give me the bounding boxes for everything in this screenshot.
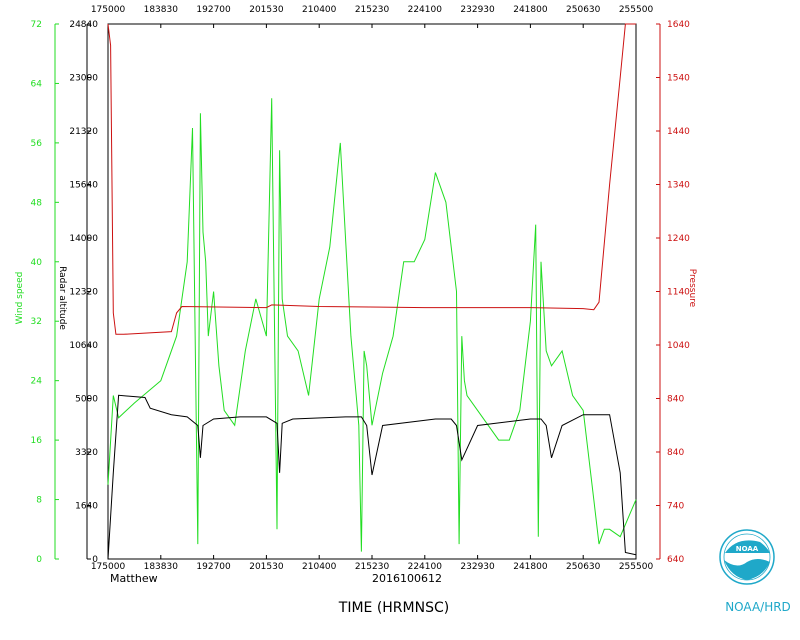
- x-tick-label-top: 201530: [249, 5, 284, 15]
- pressure-tick-label: 1340: [667, 181, 690, 191]
- altitude-tick-label: 0: [92, 555, 98, 565]
- x-tick-label-bottom: 175000: [91, 562, 126, 572]
- x-tick-label-top: 250630: [566, 5, 601, 15]
- x-tick-label-top: 241800: [513, 5, 548, 15]
- storm-label: Matthew: [110, 572, 158, 585]
- wind-tick-label: 40: [31, 258, 43, 268]
- noaa-logo: NOAA: [719, 529, 775, 585]
- altitude-tick-label: 3320: [75, 448, 98, 458]
- wind-tick-label: 0: [36, 555, 42, 565]
- altitude-tick-label: 21320: [69, 127, 98, 137]
- date-label: 2016100612: [372, 572, 442, 585]
- wind-tick-label: 56: [31, 139, 43, 149]
- pressure-tick-label: 1240: [667, 234, 690, 244]
- wind-tick-label: 16: [31, 436, 43, 446]
- pressure-tick-label: 1140: [667, 288, 690, 298]
- series-line-radar-altitude: [107, 394, 637, 560]
- altitude-tick-label: 23000: [69, 74, 98, 84]
- pressure-tick-label: 1440: [667, 127, 690, 137]
- pressure-tick-label: 1540: [667, 74, 690, 84]
- plot-frame: [107, 23, 637, 560]
- altitude-axis-title: Radar altitude: [57, 266, 67, 330]
- x-tick-label-bottom: 241800: [513, 562, 548, 572]
- x-tick-label-top: 175000: [91, 5, 126, 15]
- x-tick-label-bottom: 232930: [460, 562, 495, 572]
- wind-tick-label: 24: [31, 377, 43, 387]
- x-tick-label-top: 255500: [619, 5, 654, 15]
- altitude-tick-label: 5000: [75, 395, 98, 405]
- pressure-tick-label: 840: [667, 448, 684, 458]
- x-tick-label-top: 232930: [460, 5, 495, 15]
- altitude-tick-label: 14000: [69, 234, 98, 244]
- x-tick-label-bottom: 183830: [144, 562, 179, 572]
- x-tick-label-top: 192700: [196, 5, 231, 15]
- altitude-tick-label: 24840: [69, 20, 98, 30]
- wind-tick-label: 64: [31, 79, 43, 89]
- x-tick-label-bottom: 250630: [566, 562, 601, 572]
- wind-axis-title: Wind speed: [15, 272, 25, 325]
- wind-tick-label: 48: [31, 198, 43, 208]
- x-tick-label-bottom: 201530: [249, 562, 284, 572]
- altitude-tick-label: 10640: [69, 341, 98, 351]
- x-tick-label-bottom: 255500: [619, 562, 654, 572]
- pressure-tick-label: 740: [667, 502, 684, 512]
- svg-text:NOAA: NOAA: [736, 545, 759, 553]
- wind-tick-label: 72: [31, 20, 42, 30]
- credit-label: NOAA/HRD: [725, 600, 791, 614]
- x-axis-title: TIME (HRMNSC): [338, 600, 449, 616]
- x-tick-label-top: 210400: [302, 5, 337, 15]
- series-line-wind-speed: [107, 98, 637, 552]
- series-line-pressure: [107, 23, 636, 335]
- pressure-tick-label: 1040: [667, 341, 690, 351]
- altitude-tick-label: 1640: [75, 502, 98, 512]
- pressure-axis-title: Pressure: [687, 269, 697, 308]
- pressure-tick-label: 840: [667, 395, 684, 405]
- x-tick-label-top: 215230: [355, 5, 390, 15]
- x-tick-label-bottom: 215230: [355, 562, 390, 572]
- x-tick-label-bottom: 224100: [408, 562, 443, 572]
- pressure-tick-label: 1640: [667, 20, 690, 30]
- x-tick-label-bottom: 192700: [196, 562, 231, 572]
- wind-tick-label: 8: [36, 496, 42, 506]
- wind-tick-label: 32: [31, 317, 42, 327]
- altitude-tick-label: 15640: [69, 181, 98, 191]
- x-tick-label-bottom: 210400: [302, 562, 337, 572]
- pressure-tick-label: 640: [667, 555, 684, 565]
- altitude-tick-label: 12320: [69, 288, 98, 298]
- x-tick-label-top: 183830: [144, 5, 179, 15]
- x-tick-label-top: 224100: [408, 5, 443, 15]
